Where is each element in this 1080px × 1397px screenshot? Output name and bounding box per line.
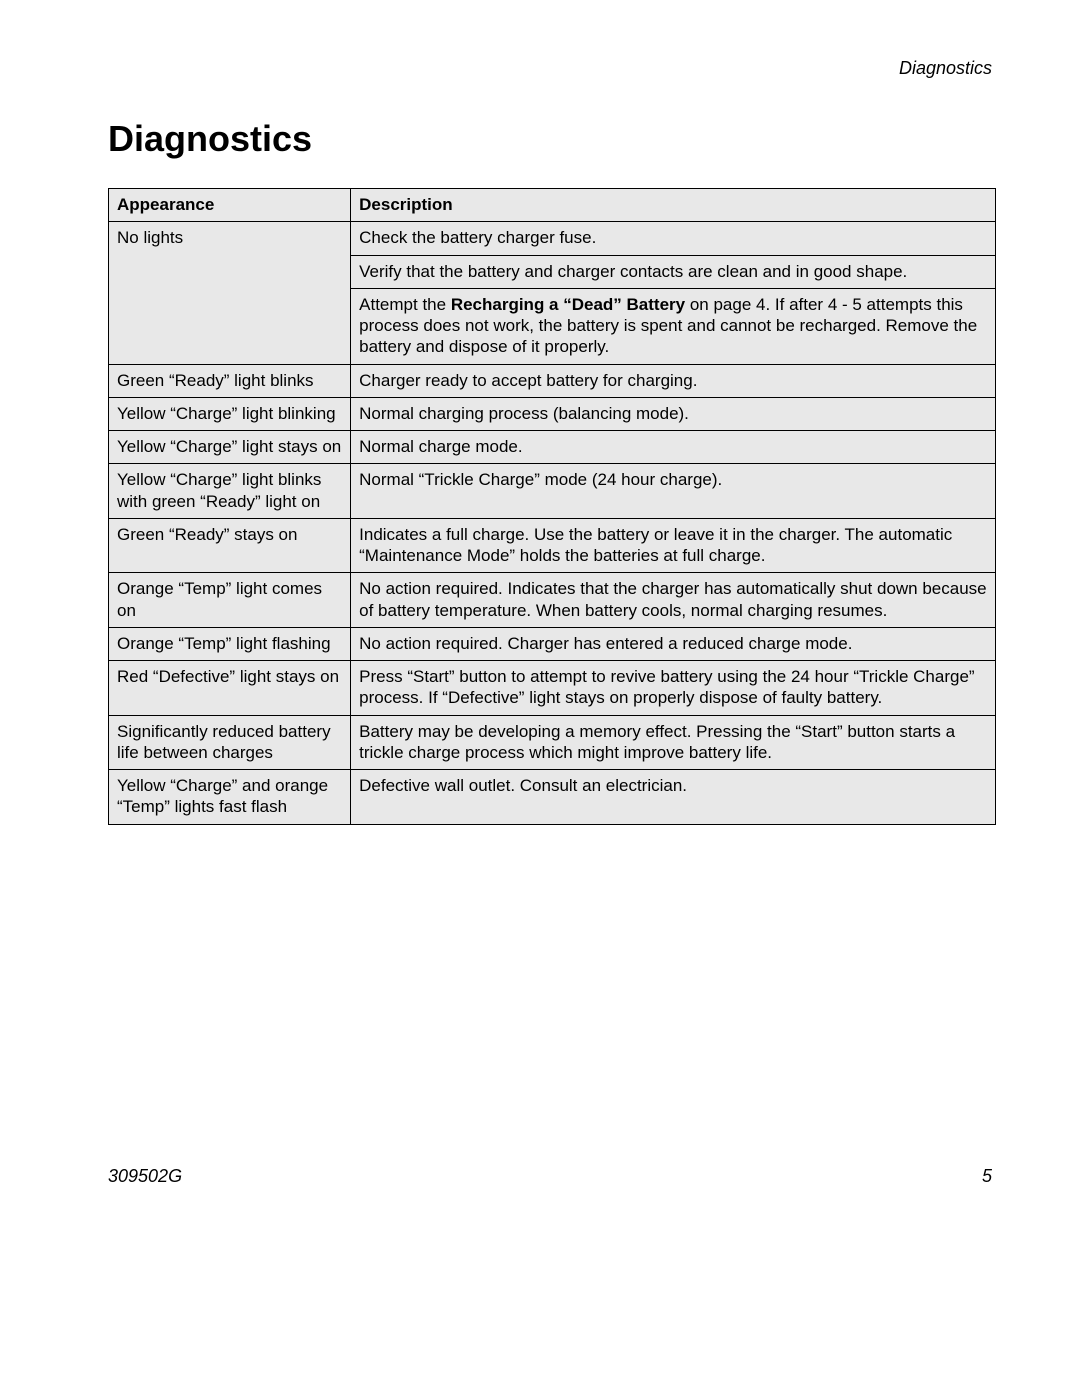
table-row: Yellow “Charge” light blinking Normal cha…: [109, 397, 996, 430]
description-text: No action required. Indicates that the c…: [359, 579, 986, 619]
appearance-cell: Green “Ready” light blinks: [109, 364, 351, 397]
appearance-cell: Green “Ready” stays on: [109, 518, 351, 573]
page-number: 5: [982, 1166, 992, 1187]
page-footer: 309502G 5: [108, 1166, 992, 1187]
description-text: Charger ready to accept battery for char…: [359, 371, 697, 390]
description-cell: Press “Start” button to attempt to reviv…: [351, 661, 996, 716]
diagnostics-table: Appearance Description No lightsCheck th…: [108, 188, 996, 825]
description-cell: Battery may be developing a memory effec…: [351, 715, 996, 770]
description-cell: Normal “Trickle Charge” mode (24 hour ch…: [351, 464, 996, 519]
description-text: Verify that the battery and charger cont…: [359, 262, 907, 281]
description-cell: Verify that the battery and charger cont…: [351, 255, 996, 288]
description-cell: Normal charge mode.: [351, 431, 996, 464]
description-cell: Charger ready to accept battery for char…: [351, 364, 996, 397]
description-text: Defective wall outlet. Consult an electr…: [359, 776, 687, 795]
table-row: Green “Ready” stays onIndicates a full c…: [109, 518, 996, 573]
description-text: No action required. Charger has entered …: [359, 634, 852, 653]
description-cell: Normal charging process (balancing mode)…: [351, 397, 996, 430]
description-bold: Recharging a “Dead” Battery: [451, 295, 685, 314]
table-row: Green “Ready” light blinks Charger ready …: [109, 364, 996, 397]
description-cell: Defective wall outlet. Consult an electr…: [351, 770, 996, 825]
description-text: Normal charging process (balancing mode)…: [359, 404, 689, 423]
table-row: Red “Defective” light stays onPress “Sta…: [109, 661, 996, 716]
table-row: Orange “Temp” light comes onNo action re…: [109, 573, 996, 628]
table-header-row: Appearance Description: [109, 189, 996, 222]
description-text: Battery may be developing a memory effec…: [359, 722, 955, 762]
col-header-appearance: Appearance: [109, 189, 351, 222]
appearance-cell: Orange “Temp” light flashing: [109, 627, 351, 660]
appearance-cell: Red “Defective” light stays on: [109, 661, 351, 716]
page-title: Diagnostics: [108, 118, 996, 160]
description-cell: No action required. Indicates that the c…: [351, 573, 996, 628]
table-row: Orange “Temp” light flashing No action re…: [109, 627, 996, 660]
table-row: Yellow “Charge” light stays on Normal cha…: [109, 431, 996, 464]
table-row: Yellow “Charge” and orange “Temp” lights…: [109, 770, 996, 825]
appearance-cell: No lights: [109, 222, 351, 364]
appearance-cell: Yellow “Charge” and orange “Temp” lights…: [109, 770, 351, 825]
appearance-cell: Orange “Temp” light comes on: [109, 573, 351, 628]
description-cell: Check the battery charger fuse.: [351, 222, 996, 255]
description-text: Check the battery charger fuse.: [359, 228, 596, 247]
description-text: Normal “Trickle Charge” mode (24 hour ch…: [359, 470, 722, 489]
page: Diagnostics Diagnostics Appearance Descr…: [0, 0, 1080, 1397]
doc-number: 309502G: [108, 1166, 182, 1187]
description-text: Indicates a full charge. Use the battery…: [359, 525, 952, 565]
appearance-cell: Yellow “Charge” light blinking: [109, 397, 351, 430]
running-head: Diagnostics: [899, 58, 992, 79]
appearance-cell: Significantly reduced battery life betwe…: [109, 715, 351, 770]
description-text: Press “Start” button to attempt to reviv…: [359, 667, 974, 707]
description-cell: Indicates a full charge. Use the battery…: [351, 518, 996, 573]
table-row: Significantly reduced battery life betwe…: [109, 715, 996, 770]
description-cell: No action required. Charger has entered …: [351, 627, 996, 660]
appearance-cell: Yellow “Charge” light blinks with green …: [109, 464, 351, 519]
description-cell: Attempt the Recharging a “Dead” Battery …: [351, 288, 996, 364]
table-row: Yellow “Charge” light blinks with green …: [109, 464, 996, 519]
appearance-cell: Yellow “Charge” light stays on: [109, 431, 351, 464]
col-header-description: Description: [351, 189, 996, 222]
description-text: Normal charge mode.: [359, 437, 522, 456]
table-row: No lightsCheck the battery charger fuse.: [109, 222, 996, 255]
description-text: Attempt the: [359, 295, 451, 314]
